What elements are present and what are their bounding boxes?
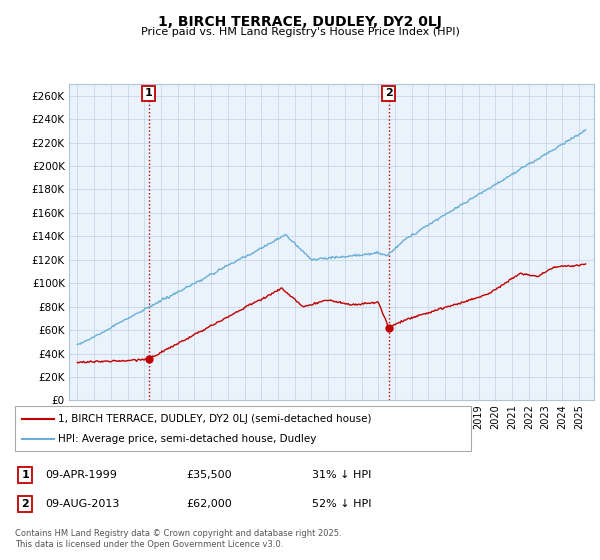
Text: 09-APR-1999: 09-APR-1999 — [45, 470, 117, 480]
Text: 1, BIRCH TERRACE, DUDLEY, DY2 0LJ: 1, BIRCH TERRACE, DUDLEY, DY2 0LJ — [158, 15, 442, 29]
Text: 1: 1 — [145, 88, 152, 99]
Text: 2: 2 — [22, 499, 29, 509]
Text: £35,500: £35,500 — [186, 470, 232, 480]
Text: 1, BIRCH TERRACE, DUDLEY, DY2 0LJ (semi-detached house): 1, BIRCH TERRACE, DUDLEY, DY2 0LJ (semi-… — [58, 413, 372, 423]
Text: 2: 2 — [385, 88, 392, 99]
Text: 52% ↓ HPI: 52% ↓ HPI — [312, 499, 371, 509]
Text: 1: 1 — [22, 470, 29, 480]
Text: £62,000: £62,000 — [186, 499, 232, 509]
Text: HPI: Average price, semi-detached house, Dudley: HPI: Average price, semi-detached house,… — [58, 434, 317, 444]
Text: Price paid vs. HM Land Registry's House Price Index (HPI): Price paid vs. HM Land Registry's House … — [140, 27, 460, 37]
Text: 31% ↓ HPI: 31% ↓ HPI — [312, 470, 371, 480]
Text: Contains HM Land Registry data © Crown copyright and database right 2025.
This d: Contains HM Land Registry data © Crown c… — [15, 529, 341, 549]
Text: 09-AUG-2013: 09-AUG-2013 — [45, 499, 119, 509]
